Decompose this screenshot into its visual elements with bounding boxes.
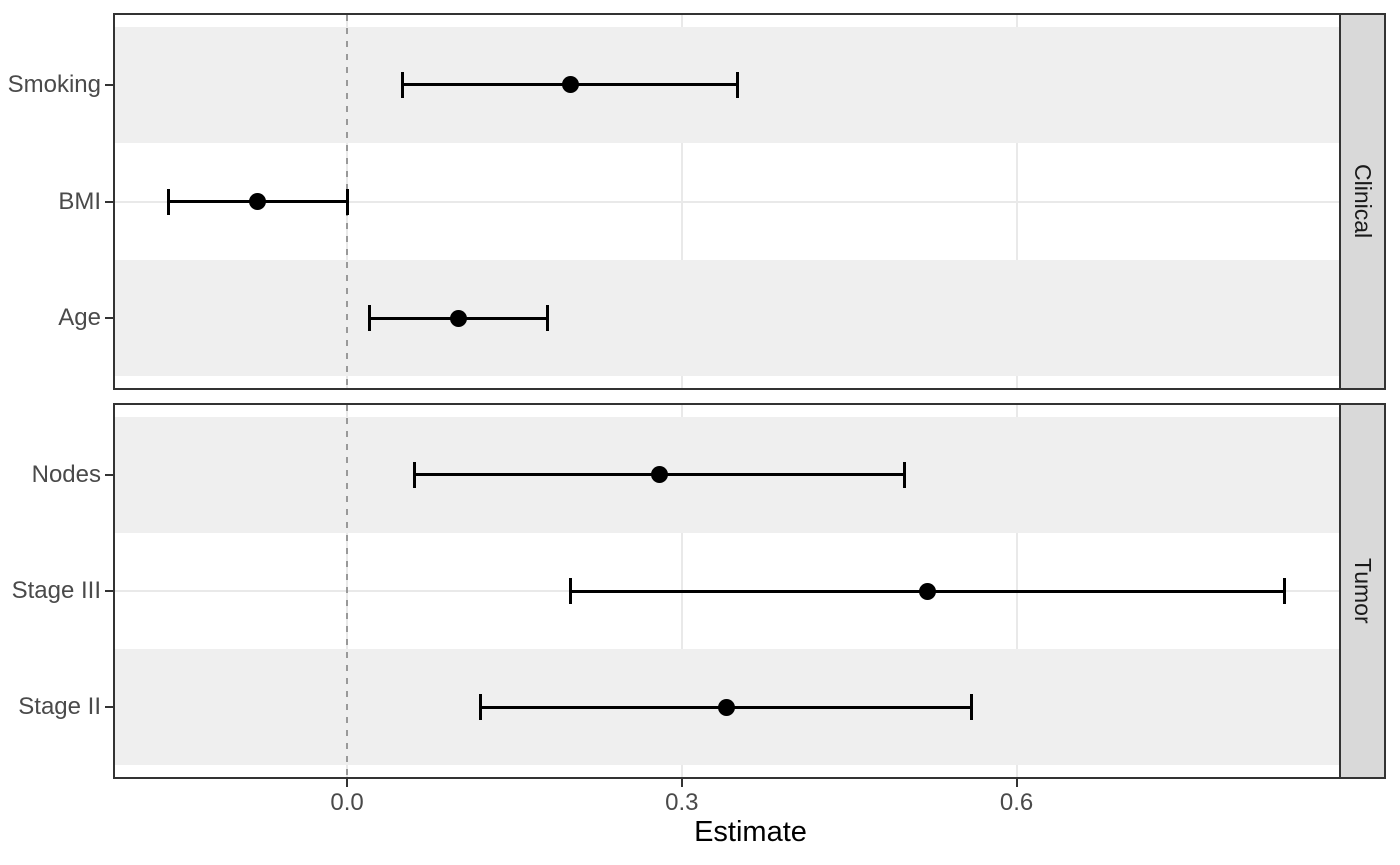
x-axis-tick-label: 0.6 (999, 789, 1034, 816)
y-gridline (115, 200, 1339, 203)
y-axis-label: Smoking (7, 70, 101, 98)
zero-reference-line (346, 405, 349, 777)
point-estimate (450, 309, 468, 327)
x-axis-tick-label: 0.3 (665, 789, 699, 816)
point-estimate (249, 193, 267, 210)
y-axis-tick (105, 473, 113, 476)
error-bar-cap-high (345, 188, 349, 215)
error-bar-cap-high (736, 71, 740, 98)
error-bar-cap-high (970, 694, 974, 721)
error-bar-cap-low (479, 694, 483, 721)
y-axis-label: Nodes (31, 460, 101, 488)
error-bar-cap-low (367, 305, 371, 332)
x-axis-title: Estimate (694, 816, 807, 848)
error-bar-cap-high (1282, 578, 1286, 604)
x-axis-tick-label: 0.0 (330, 789, 364, 816)
error-bar-cap-high (546, 305, 550, 332)
point-estimate (918, 582, 936, 600)
error-bar-cap-low (167, 188, 171, 215)
y-axis-tick (105, 200, 113, 203)
error-bar-cap-low (401, 71, 405, 98)
facet-strip: Tumor (1339, 403, 1386, 779)
y-axis-tick (105, 706, 113, 709)
y-axis-label: Stage II (18, 693, 101, 721)
x-axis-tick (346, 779, 349, 787)
error-bar-cap-low (568, 578, 572, 604)
facet-strip: Clinical (1339, 13, 1386, 390)
facet-strip-label: Clinical (1350, 164, 1376, 239)
y-axis-tick (105, 317, 113, 320)
point-estimate (717, 698, 735, 716)
y-axis-label: Age (58, 304, 101, 332)
y-axis-label: BMI (58, 187, 101, 215)
point-estimate (650, 466, 668, 484)
error-bar-cap-high (903, 461, 907, 488)
facet-strip-label: Tumor (1350, 558, 1376, 624)
x-axis-tick (1015, 779, 1018, 787)
row-stripe (115, 259, 1339, 377)
x-axis-tick (680, 779, 683, 787)
y-axis-tick (105, 590, 113, 592)
y-axis-label: Stage III (11, 577, 101, 604)
point-estimate (561, 76, 579, 94)
y-axis-tick (105, 83, 113, 86)
error-bar-cap-low (412, 461, 416, 488)
